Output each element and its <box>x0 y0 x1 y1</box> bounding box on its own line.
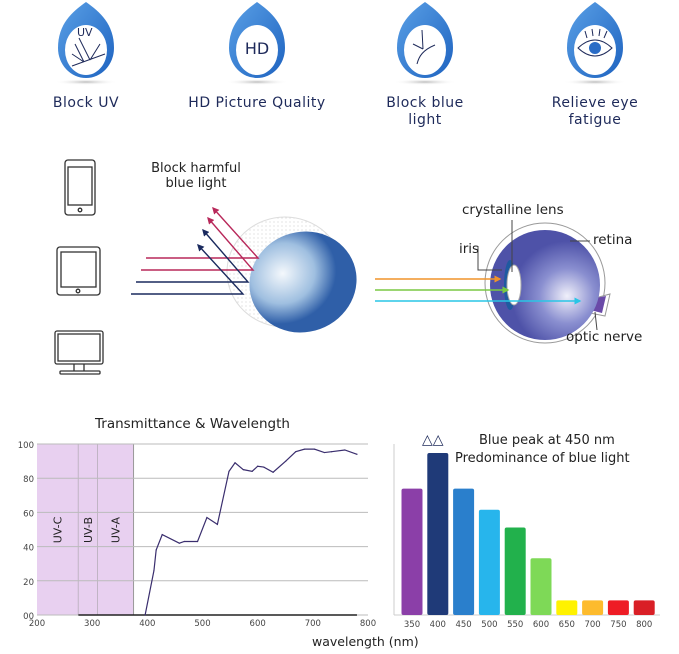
data-point <box>257 465 259 467</box>
bar <box>427 453 449 615</box>
data-point <box>295 451 297 453</box>
label-retina: retina <box>593 232 633 248</box>
reflected-rays <box>131 206 260 295</box>
bar <box>607 600 629 615</box>
bar <box>401 488 423 615</box>
tablet-icon <box>56 246 101 296</box>
line-chart-xlabel: wavelength (nm) <box>312 634 419 649</box>
data-point <box>153 569 155 572</box>
bar-annotation-line1: Blue peak at 450 nm <box>479 433 615 448</box>
label-optic-nerve: optic nerve <box>566 329 643 345</box>
data-point <box>228 470 230 472</box>
bar-x-label: 700 <box>584 620 600 630</box>
y-tick-label: 40 <box>23 544 34 554</box>
svg-text:HD: HD <box>245 39 269 58</box>
data-point <box>323 451 326 454</box>
bar-x-label: 500 <box>481 620 497 630</box>
data-point <box>155 549 157 551</box>
eye-icon <box>563 2 627 85</box>
x-tick-label: 200 <box>29 619 45 629</box>
bar-x-label: 800 <box>636 620 652 630</box>
data-point <box>344 449 346 451</box>
uv-band-label: UV-B <box>82 517 95 543</box>
bar <box>453 488 475 615</box>
bar-annotation-marks: △△ <box>422 432 444 448</box>
y-tick-label: 00 <box>23 612 34 622</box>
data-point <box>234 462 236 464</box>
uv-band <box>78 444 98 615</box>
data-point <box>272 471 274 473</box>
x-tick-label: 800 <box>360 619 376 629</box>
data-point <box>330 451 333 453</box>
bar-annotation-line2: Predominance of blue light <box>455 451 630 466</box>
data-point <box>216 523 218 525</box>
bar <box>556 600 578 615</box>
data-point <box>285 460 287 462</box>
x-tick-label: 400 <box>139 619 155 629</box>
line-chart-title: Transmittance & Wavelength <box>95 416 290 432</box>
data-point <box>251 470 253 472</box>
data-point <box>313 448 316 450</box>
transmittance-line <box>144 448 358 616</box>
bar-x-label: 650 <box>559 620 575 630</box>
data-point <box>161 534 163 536</box>
data-point <box>178 542 180 544</box>
bar-x-label: 600 <box>533 620 549 630</box>
data-point <box>206 516 208 519</box>
refraction-icon <box>393 2 457 85</box>
uv-band-label: UV-C <box>52 516 65 543</box>
bar <box>582 600 604 615</box>
bar <box>530 558 552 615</box>
uv-band <box>37 444 79 615</box>
uv-reflection-icon: UV <box>54 2 118 85</box>
label-crystalline-lens: crystalline lens <box>462 202 564 218</box>
data-point <box>242 469 244 471</box>
feature-label-hd: HD Picture Quality <box>188 95 326 111</box>
light-diagram <box>54 159 611 375</box>
block-harmful-text: Block harmful blue light <box>151 161 241 191</box>
y-tick-label: 80 <box>23 475 34 485</box>
bar-x-label: 400 <box>430 620 446 630</box>
data-point <box>183 540 185 543</box>
hd-icon: HD <box>225 2 289 85</box>
feature-label-block-blue: Block blue light <box>386 95 464 128</box>
uv-band <box>97 444 134 615</box>
feature-icons: UV HD <box>54 2 627 85</box>
monitor-icon <box>54 330 104 375</box>
bar-x-label: 750 <box>610 620 626 630</box>
feature-label-block-uv: Block UV <box>52 95 120 111</box>
bar <box>504 527 526 615</box>
x-tick-label: 600 <box>250 619 266 629</box>
bar <box>478 509 500 615</box>
x-tick-label: 500 <box>194 619 210 629</box>
bar-x-label: 550 <box>507 620 523 630</box>
y-tick-label: 60 <box>23 509 34 519</box>
feature-label-eye-fatigue: Relieve eye fatigue <box>551 95 639 128</box>
bar-x-label: 450 <box>455 620 471 630</box>
data-point <box>144 614 146 616</box>
phone-icon <box>64 159 96 216</box>
data-point <box>303 448 306 450</box>
lens <box>249 231 357 333</box>
transmitted-rays <box>375 275 582 305</box>
x-tick-label: 300 <box>84 619 100 629</box>
data-point <box>263 466 265 468</box>
data-point <box>356 453 358 455</box>
bar <box>633 600 655 615</box>
eye-anatomy <box>477 220 611 344</box>
y-tick-label: 20 <box>23 578 34 588</box>
label-iris: iris <box>459 241 480 257</box>
bar-x-label: 350 <box>404 620 420 630</box>
y-tick-label: 100 <box>18 441 34 451</box>
x-tick-label: 700 <box>305 619 321 629</box>
svg-text:UV: UV <box>77 26 93 39</box>
data-point <box>196 540 199 543</box>
uv-band-label: UV-A <box>110 516 123 543</box>
